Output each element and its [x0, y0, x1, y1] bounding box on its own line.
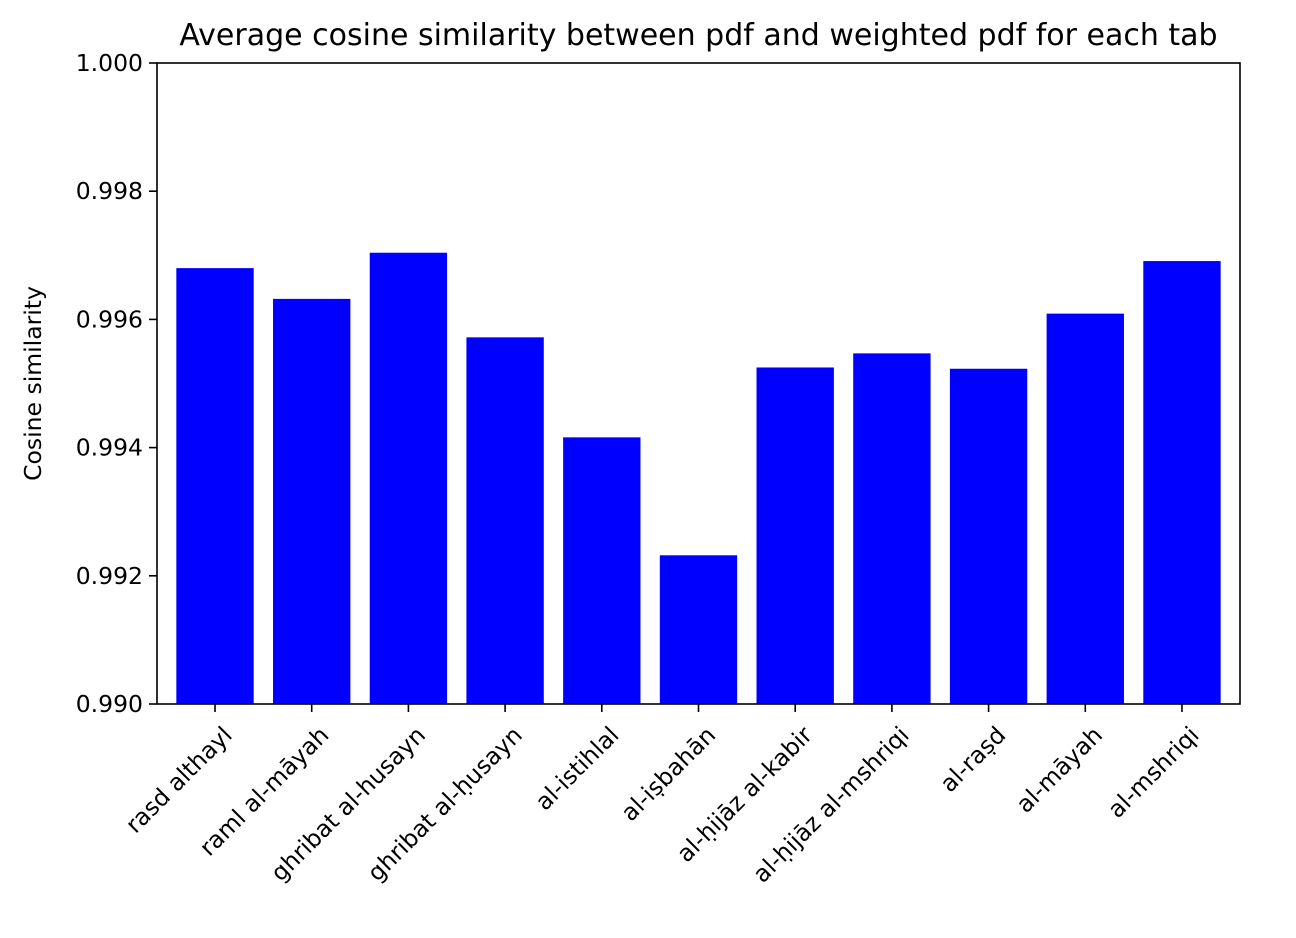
y-tick-label-3: 0.996: [76, 305, 143, 333]
y-tick-label-1: 0.992: [76, 562, 143, 590]
plot-frame: [156, 62, 1241, 705]
bar-1: [273, 298, 351, 704]
y-axis-label: Cosine similarity: [19, 286, 47, 481]
y-tick-label-2: 0.994: [76, 434, 143, 462]
bar-4: [563, 437, 641, 704]
y-axis: 0.990 0.992 0.994 0.996 0.998 1.000: [76, 49, 157, 718]
y-tick-label-4: 0.998: [76, 177, 143, 205]
bar-2: [369, 252, 448, 704]
bar-6: [756, 367, 834, 704]
bar-8: [949, 368, 1028, 704]
bar-9: [1046, 313, 1124, 704]
x-tick-label-8: al-raṣd: [934, 721, 1011, 798]
bars-group: [176, 252, 1221, 704]
x-tick-label-9: al-māyah: [1010, 721, 1108, 819]
y-tick-label-0: 0.990: [76, 690, 143, 718]
x-tick-label-5: al-iṣbahān: [615, 721, 721, 827]
chart-title: Average cosine similarity between pdf an…: [179, 18, 1217, 53]
x-tick-label-4: al-istihlal: [530, 721, 625, 816]
bar-3: [466, 337, 544, 704]
y-tick-label-5: 1.000: [76, 49, 143, 77]
bar-10: [1143, 261, 1221, 704]
x-tick-label-10: al-mshriqi: [1102, 721, 1205, 824]
bar-7: [853, 353, 931, 704]
bar-0: [176, 268, 254, 704]
bar-5: [659, 555, 738, 704]
